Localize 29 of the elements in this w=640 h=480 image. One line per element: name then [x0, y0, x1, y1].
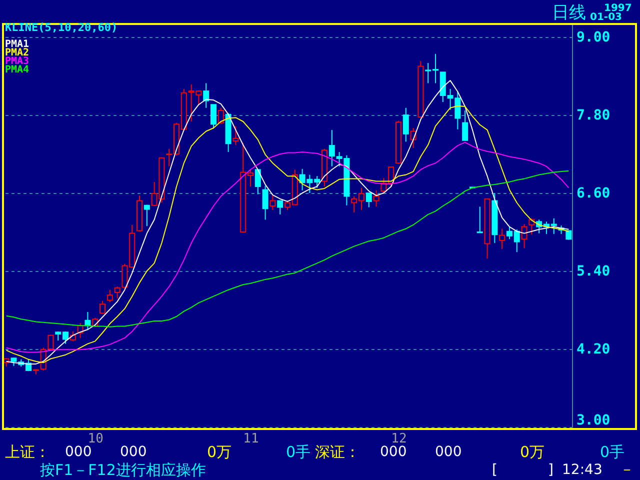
text: [ [492, 462, 498, 478]
chart-subtitle: KLINE(5,10,20,60) [5, 21, 118, 34]
y-tick-label: 4.20 [576, 342, 610, 358]
text: PMA4 [5, 64, 30, 76]
text: 1997 [604, 3, 632, 14]
text: 01-03 [590, 12, 622, 23]
y-tick-label: 5.40 [576, 264, 610, 280]
chart-title: 日线 [552, 3, 586, 23]
text: － [620, 462, 634, 478]
text: 0万 [520, 443, 545, 461]
x-tick-label: 11 [243, 432, 259, 446]
text: 深证： [315, 443, 360, 461]
x-tick-label: 10 [88, 432, 104, 446]
text: 000 [120, 444, 147, 460]
text: 按F1－F12进行相应操作 [40, 461, 206, 479]
text: 12:43 [562, 462, 602, 478]
text: ] [548, 462, 554, 478]
y-tick-label: 9.00 [576, 30, 610, 46]
text: 000 [435, 444, 462, 460]
x-tick-label: 12 [391, 432, 407, 446]
text: 0万 [207, 443, 232, 461]
y-tick-label: 3.00 [576, 412, 610, 428]
text: 0手 [600, 443, 625, 461]
text: 上证： [5, 443, 50, 461]
text: 000 [65, 444, 92, 460]
y-tick-label: 7.80 [576, 108, 610, 124]
text: 000 [380, 444, 407, 460]
text: 0手 [286, 443, 311, 461]
y-tick-label: 6.60 [576, 186, 610, 202]
